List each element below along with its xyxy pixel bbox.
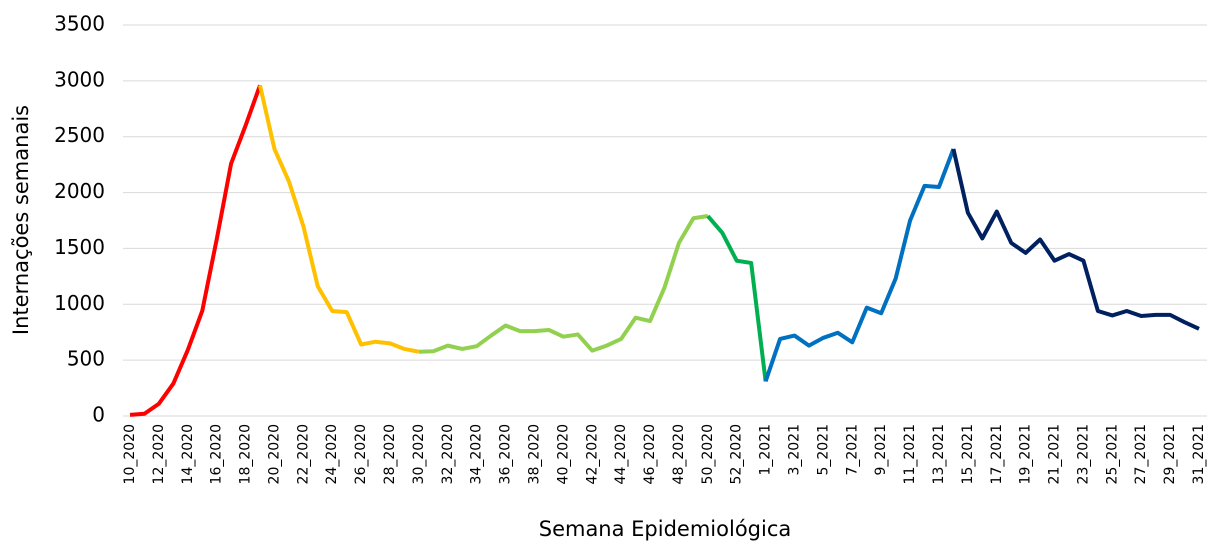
x-tick-label: 22_2020: [295, 424, 311, 484]
line-series: [951, 148, 1200, 331]
x-tick-label: 13_2021: [931, 424, 947, 484]
y-tick-label: 2000: [54, 179, 105, 203]
x-tick-label: 18_2020: [238, 424, 254, 484]
x-tick-label: 27_2021: [1133, 424, 1149, 484]
line-series: [258, 84, 420, 354]
x-tick-label: 15_2021: [960, 424, 976, 484]
x-tick-label: 11_2021: [902, 424, 918, 484]
x-tick-label: 32_2020: [440, 424, 456, 484]
line-series: [763, 148, 956, 383]
x-tick-label: 3_2021: [787, 424, 803, 476]
line-series: [129, 84, 262, 417]
x-tick-label: 23_2021: [1075, 424, 1091, 484]
x-tick-label: 30_2020: [411, 424, 427, 484]
x-tick-label: 5_2021: [815, 424, 831, 476]
x-tick-label: 36_2020: [498, 424, 514, 484]
x-tick-label: 40_2020: [555, 424, 571, 484]
y-tick-label: 3500: [54, 12, 105, 36]
x-tick-label: 17_2021: [989, 424, 1005, 484]
x-tick-label: 46_2020: [642, 424, 658, 484]
x-tick-label: 28_2020: [382, 424, 398, 484]
x-tick-label: 1_2021: [758, 424, 774, 476]
x-tick-label: 19_2021: [1018, 424, 1034, 484]
x-tick-label: 26_2020: [353, 424, 369, 484]
x-tick-label: 9_2021: [873, 424, 889, 476]
x-tick-label: 34_2020: [469, 424, 485, 484]
x-tick-label: 25_2021: [1104, 424, 1120, 484]
y-tick-label: 500: [67, 347, 105, 371]
y-tick-label: 0: [92, 403, 105, 427]
x-tick-label: 38_2020: [526, 424, 542, 484]
x-tick-label: 42_2020: [584, 424, 600, 484]
x-tick-label: 50_2020: [700, 424, 716, 484]
x-tick-label: 29_2021: [1162, 424, 1178, 484]
x-tick-label: 24_2020: [324, 424, 340, 484]
x-tick-label: 48_2020: [671, 424, 687, 484]
x-tick-label: 16_2020: [209, 424, 225, 484]
x-tick-label: 10_2020: [122, 424, 138, 484]
y-tick-label: 2500: [54, 123, 105, 147]
x-tick-label: 20_2020: [266, 424, 282, 484]
x-axis-title: Semana Epidemiológica: [539, 517, 792, 541]
y-axis-title: Internações semanais: [9, 105, 33, 335]
y-tick-label: 1500: [54, 235, 105, 259]
x-tick-label: 21_2021: [1047, 424, 1063, 484]
x-tick-label: 31_2021: [1191, 424, 1207, 484]
x-tick-label: 44_2020: [613, 424, 629, 484]
line-series: [418, 214, 709, 354]
x-tick-label: 14_2020: [180, 424, 196, 484]
x-tick-label: 7_2021: [844, 424, 860, 476]
line-series: [706, 214, 768, 382]
x-tick-label: 52_2020: [729, 424, 745, 484]
y-tick-label: 1000: [54, 291, 105, 315]
y-tick-label: 3000: [54, 67, 105, 91]
x-tick-label: 12_2020: [151, 424, 167, 484]
